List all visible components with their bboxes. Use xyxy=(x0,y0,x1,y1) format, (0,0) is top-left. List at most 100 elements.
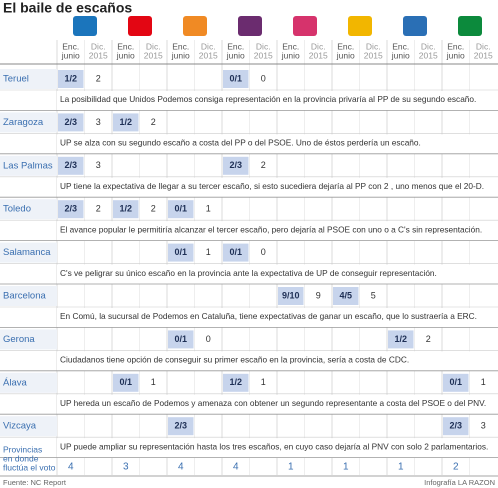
column-header: Dic. xyxy=(146,41,161,51)
column-header: Dic. xyxy=(366,41,381,51)
cell-value: 2 xyxy=(151,204,156,214)
column-header: 2015 xyxy=(419,50,438,60)
cell-value: 2 xyxy=(426,334,431,344)
cell-value: 1/2 xyxy=(394,334,407,344)
cell-value: 3 xyxy=(96,160,101,170)
cell-value: 2/3 xyxy=(229,160,242,170)
cell-value: 2 xyxy=(96,204,101,214)
column-header: junio xyxy=(336,50,355,60)
party-logo xyxy=(458,16,482,36)
party-logo xyxy=(73,16,97,36)
comment: El avance popular le permitiría alcanzar… xyxy=(60,224,482,234)
summary-label: fluctúa el voto xyxy=(3,462,56,472)
highlight-cell xyxy=(58,113,84,132)
summary-value: 1 xyxy=(343,462,349,473)
highlight-cell xyxy=(223,373,249,392)
column-header: Enc. xyxy=(117,41,134,51)
cell-value: 0/1 xyxy=(174,334,187,344)
comment: Ciudadanos tiene opción de conseguir su … xyxy=(60,355,409,365)
cell-value: 0 xyxy=(261,73,266,83)
comment: En Comú, la sucursal de Podemos en Catal… xyxy=(60,311,477,321)
title: El baile de escaños xyxy=(3,0,132,16)
cell-value: 2/3 xyxy=(64,117,77,127)
row-background xyxy=(0,199,57,220)
highlight-cell xyxy=(223,243,249,262)
cell-value: 1/2 xyxy=(119,204,132,214)
summary-label: Provincias xyxy=(3,444,42,454)
column-header: Dic. xyxy=(421,41,436,51)
column-header: 2015 xyxy=(144,50,163,60)
highlight-cell xyxy=(113,373,139,392)
summary-value: 2 xyxy=(453,462,459,473)
highlight-cell xyxy=(58,156,84,175)
province-name: Teruel xyxy=(3,74,29,85)
column-header: Enc. xyxy=(172,41,189,51)
row-background xyxy=(0,155,57,176)
column-header: 2015 xyxy=(309,50,328,60)
cell-value: 1 xyxy=(151,377,156,387)
summary-value: 4 xyxy=(68,462,74,473)
cell-value: 1/2 xyxy=(119,117,132,127)
summary-value: 3 xyxy=(123,462,129,473)
column-header: junio xyxy=(391,50,410,60)
party-logo xyxy=(183,16,207,36)
highlight-cell xyxy=(388,330,414,349)
column-header: 2015 xyxy=(199,50,218,60)
cell-value: 9/10 xyxy=(282,290,300,300)
cell-value: 0/1 xyxy=(229,73,242,83)
column-header: Enc. xyxy=(227,41,244,51)
highlight-cell xyxy=(58,200,84,219)
summary-value: 1 xyxy=(398,462,404,473)
cell-value: 1 xyxy=(481,377,486,387)
province-name: Salamanca xyxy=(3,247,51,258)
summary-value: 1 xyxy=(288,462,294,473)
cell-value: 1/2 xyxy=(64,73,77,83)
row-background xyxy=(0,69,57,89)
cell-value: 3 xyxy=(96,117,101,127)
comment: UP tiene la expectativa de llegar a su t… xyxy=(60,181,484,191)
comment-background xyxy=(57,438,498,458)
column-header: Dic. xyxy=(201,41,216,51)
party-logo xyxy=(348,16,372,36)
province-name: Barcelona xyxy=(3,291,46,302)
row-background xyxy=(0,372,57,393)
cell-value: 0 xyxy=(261,247,266,257)
cell-value: 1 xyxy=(206,247,211,257)
highlight-cell xyxy=(168,200,194,219)
column-header: Enc. xyxy=(447,41,464,51)
column-header: Enc. xyxy=(392,41,409,51)
cell-value: 2 xyxy=(96,73,101,83)
province-name: Las Palmas xyxy=(3,160,53,171)
province-name: Álava xyxy=(3,377,27,388)
cell-value: 1 xyxy=(261,377,266,387)
highlight-cell xyxy=(113,200,139,219)
cell-value: 2/3 xyxy=(64,204,77,214)
cell-value: 0/1 xyxy=(119,377,132,387)
highlight-cell xyxy=(223,70,249,88)
highlight-cell xyxy=(278,287,304,305)
comment-background xyxy=(57,351,498,371)
column-header: Enc. xyxy=(62,41,79,51)
highlight-cell xyxy=(168,243,194,262)
highlight-cell xyxy=(58,70,84,88)
column-header: 2015 xyxy=(364,50,383,60)
column-header: Dic. xyxy=(256,41,271,51)
column-header: Dic. xyxy=(311,41,326,51)
column-header: Dic. xyxy=(91,41,106,51)
row-background xyxy=(0,286,57,306)
row-background xyxy=(0,112,57,133)
highlight-cell xyxy=(113,113,139,132)
cell-value: 0/1 xyxy=(449,377,462,387)
cell-value: 2/3 xyxy=(64,160,77,170)
province-name: Vizcaya xyxy=(3,421,37,432)
party-logo xyxy=(238,16,262,36)
column-header: Enc. xyxy=(282,41,299,51)
comment: UP se alza con su segundo escaño a costa… xyxy=(60,138,421,148)
summary-label: en donde xyxy=(3,453,39,463)
credit: Infografía LA RAZON xyxy=(424,478,495,487)
province-name: Toledo xyxy=(3,204,31,215)
comment: La posibilidad que Unidos Podemos consig… xyxy=(60,94,476,104)
party-logo xyxy=(128,16,152,36)
row-background xyxy=(0,416,57,437)
